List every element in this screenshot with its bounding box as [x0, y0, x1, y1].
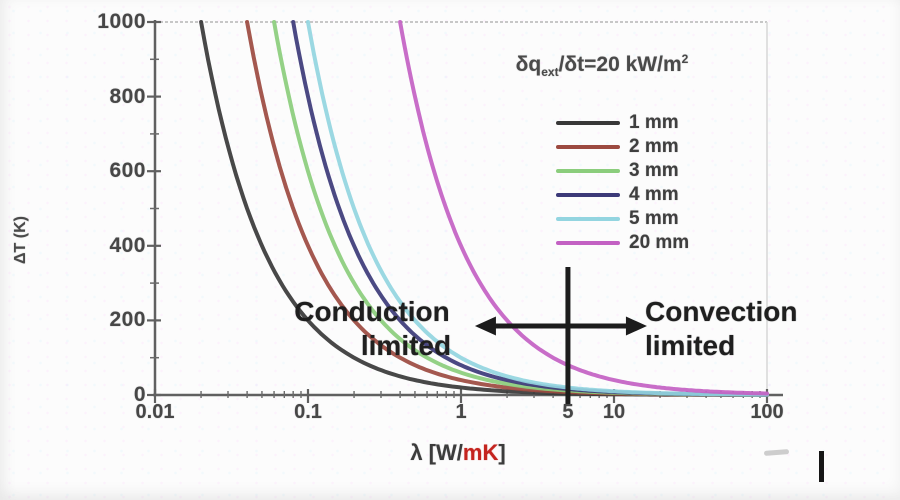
legend-item-3mm: 3 mm — [556, 159, 689, 183]
legend-item-20mm: 20 mm — [556, 231, 689, 255]
y-tick-label-800: 800 — [109, 84, 146, 108]
flux-superscript: 2 — [681, 52, 689, 66]
x-tick-label-1: 1 — [455, 401, 467, 423]
x-tick-label-0p01: 0.01 — [135, 401, 175, 423]
x-axis-label-suffix: ] — [498, 440, 506, 465]
x-tick-label-0p1: 0.1 — [294, 401, 322, 423]
conduction-limited-label-line2: limited — [360, 330, 452, 361]
y-axis-label-text: ΔT (K) — [12, 216, 29, 264]
curve-20mm — [398, 20, 769, 396]
y-tick-label-600: 600 — [109, 159, 146, 183]
legend-line-swatch — [556, 217, 620, 221]
legend-item-5mm: 5 mm — [556, 207, 689, 231]
arrow-head-right-icon — [625, 316, 647, 336]
flux-subscript: ext — [541, 65, 559, 80]
y-tick-label-1000: 1000 — [97, 10, 146, 33]
conduction-limited-label-line1: Conduction — [294, 296, 450, 327]
y-tick-label-0: 0 — [133, 383, 146, 406]
x-axis-label: λ [W/mK] — [353, 440, 563, 466]
convection-limited-label-line2: limited — [645, 330, 736, 361]
legend-label: 20 mm — [629, 232, 690, 253]
legend-line-swatch — [556, 241, 620, 245]
y-axis-label: ΔT (K) — [12, 180, 32, 300]
legend-item-1mm: 1 mm — [556, 111, 689, 135]
x-tick-label-10: 10 — [602, 401, 626, 423]
arrow-head-left-icon — [474, 316, 496, 336]
legend-line-swatch — [556, 121, 620, 125]
x-axis-label-highlight: mK — [462, 440, 499, 465]
flux-part2: /δt=20 kW/m — [558, 53, 682, 76]
legend-line-swatch — [556, 193, 620, 197]
heat-flux-annotation: δqext/δt=20 kW/m2 — [447, 52, 757, 79]
convection-limited-label-line1: Convection — [645, 296, 798, 327]
legend: 1 mm 2 mm 3 mm 4 mm 5 mm 20 mm — [556, 111, 689, 255]
y-tick-label-200: 200 — [109, 308, 146, 332]
legend-label: 5 mm — [629, 208, 679, 229]
y-tick-label-400: 400 — [109, 233, 146, 257]
legend-item-2mm: 2 mm — [556, 135, 689, 159]
x-axis-label-prefix: λ [W/ — [410, 440, 463, 465]
curve-5mm — [306, 20, 769, 397]
legend-line-swatch — [556, 169, 620, 173]
legend-line-swatch — [556, 145, 620, 149]
legend-label: 3 mm — [629, 160, 679, 181]
legend-item-4mm: 4 mm — [556, 183, 689, 207]
x-tick-label-100: 100 — [750, 401, 784, 423]
legend-label: 4 mm — [629, 184, 679, 205]
legend-label: 1 mm — [629, 112, 679, 133]
flux-part1: δq — [515, 53, 542, 76]
stray-cursor-mark — [819, 451, 824, 482]
legend-label: 2 mm — [629, 136, 679, 157]
x-tick-label-5: 5 — [562, 401, 574, 423]
